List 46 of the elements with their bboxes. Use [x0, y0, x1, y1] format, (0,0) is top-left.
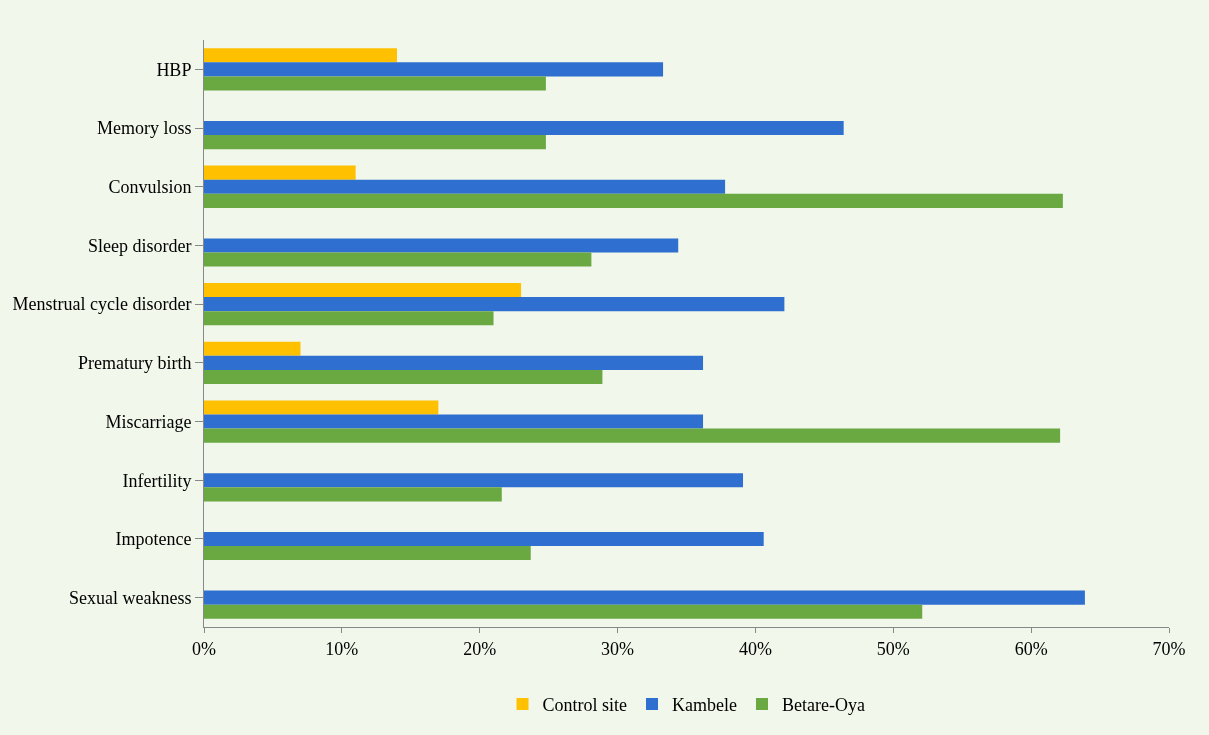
x-tick-label: 50% — [876, 638, 910, 659]
bar — [204, 473, 744, 488]
bar — [204, 590, 1085, 605]
y-tick-label: Sexual weakness — [68, 587, 192, 608]
y-tick-label: Menstrual cycle disorder — [12, 294, 192, 315]
bar — [204, 48, 397, 63]
bar — [204, 121, 844, 136]
bar — [204, 414, 704, 429]
bar — [204, 369, 603, 384]
y-tick-label: Convulsion — [108, 177, 192, 198]
x-tick-label: 10% — [325, 638, 359, 659]
y-tick-label: HBP — [156, 59, 192, 80]
y-tick-label: Infertility — [122, 470, 192, 491]
bar — [204, 297, 785, 312]
bar — [204, 341, 301, 356]
y-tick-label: Miscarriage — [105, 411, 192, 432]
y-tick-label: Memory loss — [96, 118, 192, 139]
legend-label: Kambele — [672, 694, 737, 715]
x-tick-label: 60% — [1014, 638, 1048, 659]
bar — [204, 165, 356, 180]
bar — [204, 238, 679, 253]
bar — [204, 252, 592, 267]
bar — [204, 311, 494, 326]
bar — [204, 428, 1061, 443]
bar — [204, 179, 726, 194]
y-tick-label: Prematury birth — [77, 353, 192, 374]
y-tick-label: Sleep disorder — [87, 235, 192, 256]
y-tick-label: Impotence — [115, 529, 192, 550]
bar — [204, 531, 764, 546]
legend-label: Control site — [542, 694, 628, 715]
bar — [204, 545, 531, 561]
bar — [204, 604, 923, 619]
x-tick-label: 20% — [463, 638, 497, 659]
x-tick-label: 0% — [192, 638, 216, 659]
x-tick-label: 70% — [1152, 638, 1186, 659]
x-tick-label: 40% — [738, 638, 772, 659]
bar — [204, 76, 546, 91]
x-tick-label: 30% — [601, 638, 635, 659]
bar — [204, 193, 1063, 208]
bar — [204, 135, 546, 150]
bar — [204, 283, 522, 298]
legend-label: Betare-Oya — [781, 694, 865, 715]
bar — [204, 487, 502, 502]
bar — [204, 355, 704, 370]
bar — [204, 62, 664, 77]
bar — [204, 400, 439, 415]
